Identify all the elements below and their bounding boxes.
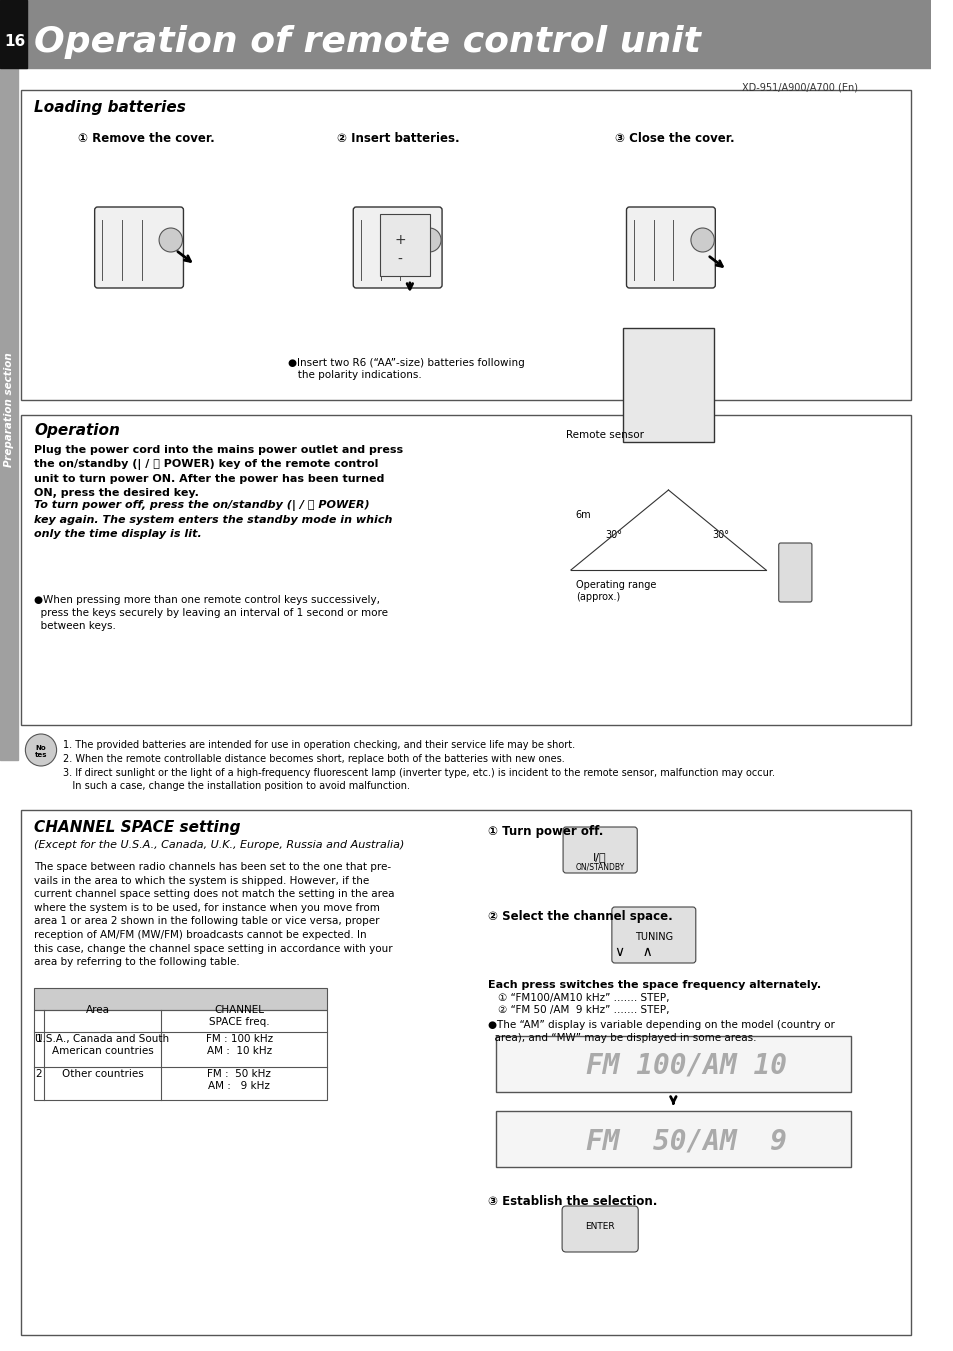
FancyBboxPatch shape: [22, 415, 910, 725]
Circle shape: [26, 734, 56, 766]
FancyBboxPatch shape: [626, 207, 715, 288]
FancyBboxPatch shape: [22, 91, 910, 400]
FancyBboxPatch shape: [22, 811, 910, 1335]
Text: ●When pressing more than one remote control keys successively,
  press the keys : ●When pressing more than one remote cont…: [34, 594, 388, 631]
FancyBboxPatch shape: [561, 1206, 638, 1252]
FancyBboxPatch shape: [562, 827, 637, 873]
Text: ∨    ∧: ∨ ∧: [615, 944, 653, 959]
Text: ② Insert batteries.: ② Insert batteries.: [336, 132, 458, 145]
FancyBboxPatch shape: [379, 213, 430, 276]
Text: ② Select the channel space.: ② Select the channel space.: [487, 911, 672, 923]
Bar: [0, 0, 930, 68]
Text: 3. If direct sunlight or the light of a high-frequency fluorescent lamp (inverte: 3. If direct sunlight or the light of a …: [63, 767, 775, 792]
Text: CHANNEL
SPACE freq.: CHANNEL SPACE freq.: [209, 1005, 269, 1027]
Text: Plug the power cord into the mains power outlet and press
the on/standby (| / ⏻ : Plug the power cord into the mains power…: [34, 444, 403, 499]
Text: Each press switches the space frequency alternately.: Each press switches the space frequency …: [487, 979, 821, 990]
Text: 1: 1: [35, 1034, 42, 1044]
Text: Preparation section: Preparation section: [4, 353, 13, 467]
Text: ③ Establish the selection.: ③ Establish the selection.: [487, 1196, 657, 1208]
Text: CHANNEL SPACE setting: CHANNEL SPACE setting: [34, 820, 240, 835]
Text: Loading batteries: Loading batteries: [34, 100, 186, 115]
Text: +: +: [394, 232, 405, 247]
Text: Area: Area: [86, 1005, 110, 1015]
Text: FM 100/AM 10: FM 100/AM 10: [585, 1052, 785, 1079]
Text: ① Remove the cover.: ① Remove the cover.: [78, 132, 214, 145]
Text: ① Turn power off.: ① Turn power off.: [487, 825, 602, 838]
Text: FM  50/AM  9: FM 50/AM 9: [585, 1127, 785, 1155]
Text: FM : 100 kHz
AM :  10 kHz: FM : 100 kHz AM : 10 kHz: [205, 1034, 273, 1056]
FancyBboxPatch shape: [496, 1111, 850, 1167]
FancyBboxPatch shape: [622, 328, 714, 442]
Text: Operation of remote control unit: Operation of remote control unit: [34, 26, 700, 59]
Text: U.S.A., Canada and South
American countries: U.S.A., Canada and South American countr…: [35, 1034, 170, 1056]
Bar: [0, 68, 17, 761]
Text: 30°: 30°: [604, 530, 621, 540]
Text: 2. When the remote controllable distance becomes short, replace both of the batt: 2. When the remote controllable distance…: [63, 754, 564, 765]
Text: 1. The provided batteries are intended for use in operation checking, and their : 1. The provided batteries are intended f…: [63, 740, 575, 750]
FancyBboxPatch shape: [496, 1036, 850, 1092]
FancyBboxPatch shape: [611, 907, 695, 963]
Text: No: No: [35, 744, 47, 751]
Text: TUNING: TUNING: [634, 932, 672, 942]
Text: 6m: 6m: [576, 509, 591, 520]
Circle shape: [690, 228, 714, 253]
Text: ② “FM 50 /AM  9 kHz” ....... STEP,: ② “FM 50 /AM 9 kHz” ....... STEP,: [497, 1005, 668, 1015]
Text: Operation: Operation: [34, 423, 120, 438]
Text: -: -: [397, 253, 402, 267]
Bar: [34, 1011, 327, 1100]
Text: ●Insert two R6 (“AA”-size) batteries following
   the polarity indications.: ●Insert two R6 (“AA”-size) batteries fol…: [288, 358, 524, 380]
Text: ③ Close the cover.: ③ Close the cover.: [614, 132, 734, 145]
Text: ① “FM100/AM10 kHz” ....... STEP,: ① “FM100/AM10 kHz” ....... STEP,: [497, 993, 668, 1002]
Bar: [34, 988, 327, 1011]
Text: tes: tes: [34, 753, 48, 758]
Text: ●The “AM” display is variable depending on the model (country or
  area), and “M: ●The “AM” display is variable depending …: [487, 1020, 834, 1043]
Text: (Except for the U.S.A., Canada, U.K., Europe, Russia and Australia): (Except for the U.S.A., Canada, U.K., Eu…: [34, 840, 404, 850]
Text: I/⏻: I/⏻: [593, 852, 606, 862]
Text: To turn power off, press the on/standby (| / ⏻ POWER)
key again. The system ente: To turn power off, press the on/standby …: [34, 500, 392, 539]
Text: FM :  50 kHz
AM :   9 kHz: FM : 50 kHz AM : 9 kHz: [207, 1069, 271, 1092]
FancyBboxPatch shape: [94, 207, 183, 288]
Text: The space between radio channels has been set to the one that pre-
vails in the : The space between radio channels has bee…: [34, 862, 395, 967]
Circle shape: [417, 228, 440, 253]
FancyBboxPatch shape: [353, 207, 441, 288]
FancyBboxPatch shape: [778, 543, 811, 603]
Text: ON/STANDBY: ON/STANDBY: [575, 862, 624, 871]
Circle shape: [159, 228, 182, 253]
Text: Other countries: Other countries: [62, 1069, 143, 1079]
Text: XD-951/A900/A700 (En): XD-951/A900/A700 (En): [740, 82, 857, 92]
Text: 2: 2: [35, 1069, 42, 1079]
Text: Remote sensor: Remote sensor: [565, 430, 643, 440]
Text: 30°: 30°: [712, 530, 729, 540]
Bar: [0, 0, 28, 68]
Text: Operating range
(approx.): Operating range (approx.): [576, 580, 656, 601]
Text: 16: 16: [4, 35, 25, 50]
Text: ENTER: ENTER: [585, 1223, 615, 1231]
